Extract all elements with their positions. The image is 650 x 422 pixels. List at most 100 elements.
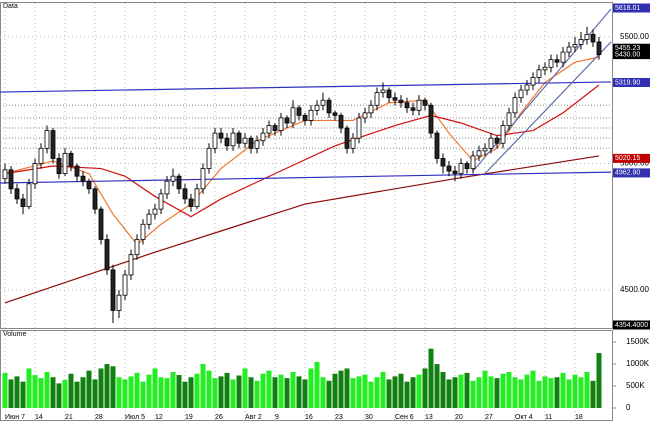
x-tick-label: Авг 2 xyxy=(245,414,262,421)
volume-bar xyxy=(542,376,548,408)
volume-bar xyxy=(368,381,374,408)
volume-bar xyxy=(560,372,566,408)
candle-body xyxy=(230,132,236,147)
candle-body xyxy=(74,165,80,177)
x-tick-label: 9 xyxy=(275,414,279,421)
volume-bar xyxy=(554,377,560,408)
candle-body xyxy=(590,33,596,43)
volume-bar xyxy=(452,377,458,408)
volume-bar xyxy=(572,374,578,408)
candle-body xyxy=(578,39,584,45)
candle-body xyxy=(110,269,116,311)
candle-body xyxy=(422,99,428,106)
overlay-line xyxy=(4,84,600,218)
y-tick-label: 5000.00 xyxy=(620,159,649,168)
volume-bar xyxy=(476,377,482,408)
candle-body xyxy=(68,152,74,167)
volume-bar xyxy=(38,378,44,408)
candle-body xyxy=(362,112,368,119)
volume-bar xyxy=(224,372,230,408)
volume-bar xyxy=(380,371,386,408)
x-tick-label: 19 xyxy=(185,414,193,421)
volume-bar xyxy=(332,373,338,408)
volume-title: Volume xyxy=(3,331,26,338)
candle-body xyxy=(566,46,572,53)
volume-tick-label: 1000K xyxy=(626,359,650,368)
price-marker-label: 5618.01 xyxy=(615,5,640,12)
overlay-line xyxy=(0,81,612,93)
candle-body xyxy=(26,183,32,207)
volume-bar xyxy=(116,377,122,408)
candle-body xyxy=(392,97,398,101)
candle-body xyxy=(200,168,206,190)
candle-body xyxy=(404,102,410,109)
volume-bar xyxy=(398,373,404,408)
candle-body xyxy=(356,117,362,139)
candle-body xyxy=(86,180,92,190)
candle-body xyxy=(488,137,494,149)
candle-body xyxy=(152,208,158,215)
x-tick-label: 16 xyxy=(305,414,313,421)
candle-body xyxy=(410,107,416,111)
candle-body xyxy=(122,274,128,296)
candle-body xyxy=(506,112,512,126)
candle-body xyxy=(170,175,176,182)
volume-bar xyxy=(266,370,272,408)
candle-body xyxy=(482,147,488,152)
x-tick-label: 13 xyxy=(425,414,433,421)
volume-bar xyxy=(194,373,200,408)
price-marker-box xyxy=(613,153,650,163)
candle-body xyxy=(38,147,44,164)
volume-bar xyxy=(152,368,158,408)
volume-bar xyxy=(230,379,236,408)
volume-bar xyxy=(548,378,554,408)
volume-bar xyxy=(296,376,302,408)
candle-body xyxy=(98,208,104,240)
x-tick-label: 20 xyxy=(455,414,463,421)
volume-bar xyxy=(242,368,248,408)
volume-tick-label: 0 xyxy=(626,403,631,412)
volume-bar xyxy=(320,377,326,408)
candle-body xyxy=(56,158,62,175)
volume-bar xyxy=(2,372,8,408)
volume-bar xyxy=(284,378,290,408)
volume-bar xyxy=(386,379,392,408)
candle-body xyxy=(44,130,50,149)
volume-bar xyxy=(500,373,506,408)
candle-body xyxy=(536,69,542,78)
volume-bar xyxy=(524,374,530,408)
candle-body xyxy=(338,114,344,129)
candle-body xyxy=(446,165,452,172)
volume-bar xyxy=(170,371,176,408)
volume-bar xyxy=(98,368,104,408)
price-marker-label: 5319.90 xyxy=(615,79,640,86)
volume-bar xyxy=(32,375,38,408)
x-tick-label: 28 xyxy=(95,414,103,421)
volume-bar xyxy=(578,377,584,408)
candle-body xyxy=(164,180,170,195)
candle-body xyxy=(350,137,356,149)
volume-bar xyxy=(56,383,62,408)
price-marker-box xyxy=(613,77,650,87)
x-tick-label: Сен 6 xyxy=(395,414,414,421)
volume-bar xyxy=(338,370,344,408)
candle-body xyxy=(20,198,26,207)
volume-bar xyxy=(248,377,254,408)
volume-bar xyxy=(254,380,260,408)
candle-body xyxy=(182,188,188,200)
candle-body xyxy=(308,109,314,121)
volume-bar xyxy=(74,381,80,408)
candle-body xyxy=(500,125,506,144)
x-tick-label: 21 xyxy=(65,414,73,421)
candle-body xyxy=(134,239,140,256)
x-tick-label: 14 xyxy=(35,414,43,421)
candle-body xyxy=(2,169,8,180)
price-marker-box xyxy=(613,3,650,13)
candle-body xyxy=(470,155,476,169)
candle-body xyxy=(212,132,218,149)
volume-bar xyxy=(482,370,488,408)
candle-body xyxy=(374,92,380,106)
x-tick-label: Окт 4 xyxy=(515,414,533,421)
candle-body xyxy=(518,89,524,99)
